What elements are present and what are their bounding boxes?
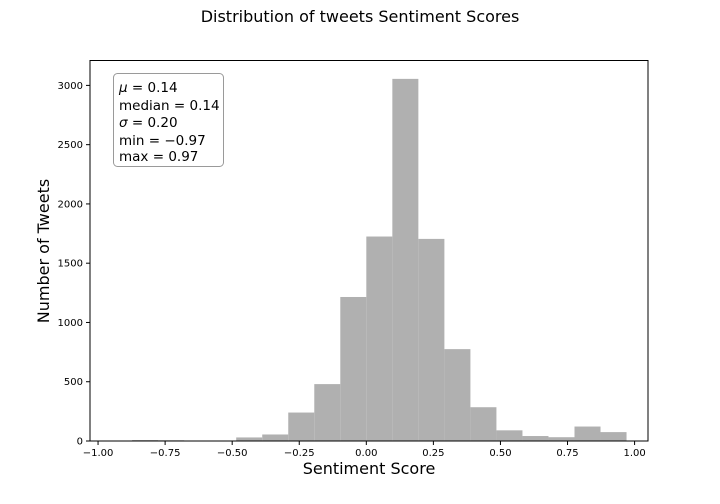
x-tick-label: 0.50 bbox=[489, 448, 511, 459]
x-axis-label: Sentiment Score bbox=[303, 459, 436, 478]
y-tick-label: 1000 bbox=[58, 318, 83, 329]
y-axis-label: Number of Tweets bbox=[34, 179, 53, 323]
stats-box-frame bbox=[113, 73, 224, 167]
x-tick-label: 0.00 bbox=[355, 448, 377, 459]
histogram-bar bbox=[444, 349, 471, 441]
histogram-bar bbox=[470, 407, 497, 441]
x-tick-label: 1.00 bbox=[623, 448, 645, 459]
stats-max: max = 0.97 bbox=[119, 149, 198, 165]
stats-median: median = 0.14 bbox=[119, 98, 220, 114]
y-tick-label: 500 bbox=[64, 377, 83, 388]
y-tick-label: 3000 bbox=[58, 81, 83, 92]
x-axis-ticks: −1.00 −0.75 −0.50 −0.25 0.00 0.25 0.50 0.75 1.00 bbox=[83, 441, 646, 459]
y-tick-label: 2000 bbox=[58, 199, 83, 210]
y-tick-label: 1500 bbox=[58, 259, 83, 270]
histogram-bar bbox=[548, 437, 575, 441]
x-tick-label: 0.25 bbox=[422, 448, 444, 459]
plot-frame bbox=[89, 60, 649, 442]
chart-title: Distribution of tweets Sentiment Scores bbox=[201, 7, 520, 26]
stats-min: min = −0.97 bbox=[119, 133, 206, 149]
histogram-bar bbox=[236, 437, 263, 441]
histogram-bar bbox=[262, 434, 289, 441]
histogram-bar bbox=[522, 436, 549, 441]
histogram-bar bbox=[314, 384, 341, 441]
y-tick-label: 2500 bbox=[58, 140, 83, 151]
histogram-bar bbox=[418, 238, 445, 441]
histogram-bar bbox=[496, 430, 523, 441]
x-tick-label: −0.25 bbox=[284, 448, 315, 459]
stats-box: μ = 0.14 median = 0.14 σ = 0.20 min = −0… bbox=[113, 73, 224, 167]
stats-mean: μ = 0.14 bbox=[118, 80, 178, 96]
histogram-bar bbox=[340, 296, 367, 441]
histogram-bar bbox=[600, 432, 627, 441]
y-axis-ticks: 0 500 1000 1500 2000 2500 3000 bbox=[58, 81, 90, 448]
y-tick-label: 0 bbox=[77, 437, 83, 448]
histogram-bars bbox=[106, 78, 627, 442]
x-tick-label: 0.75 bbox=[556, 448, 578, 459]
x-tick-label: −0.50 bbox=[217, 448, 248, 459]
histogram-bar bbox=[392, 78, 419, 442]
histogram-bar bbox=[574, 426, 601, 441]
stats-std: σ = 0.20 bbox=[119, 115, 178, 131]
x-tick-label: −0.75 bbox=[150, 448, 181, 459]
histogram-bar bbox=[288, 412, 315, 441]
x-tick-label: −1.00 bbox=[83, 448, 114, 459]
histogram-bar bbox=[366, 236, 393, 441]
